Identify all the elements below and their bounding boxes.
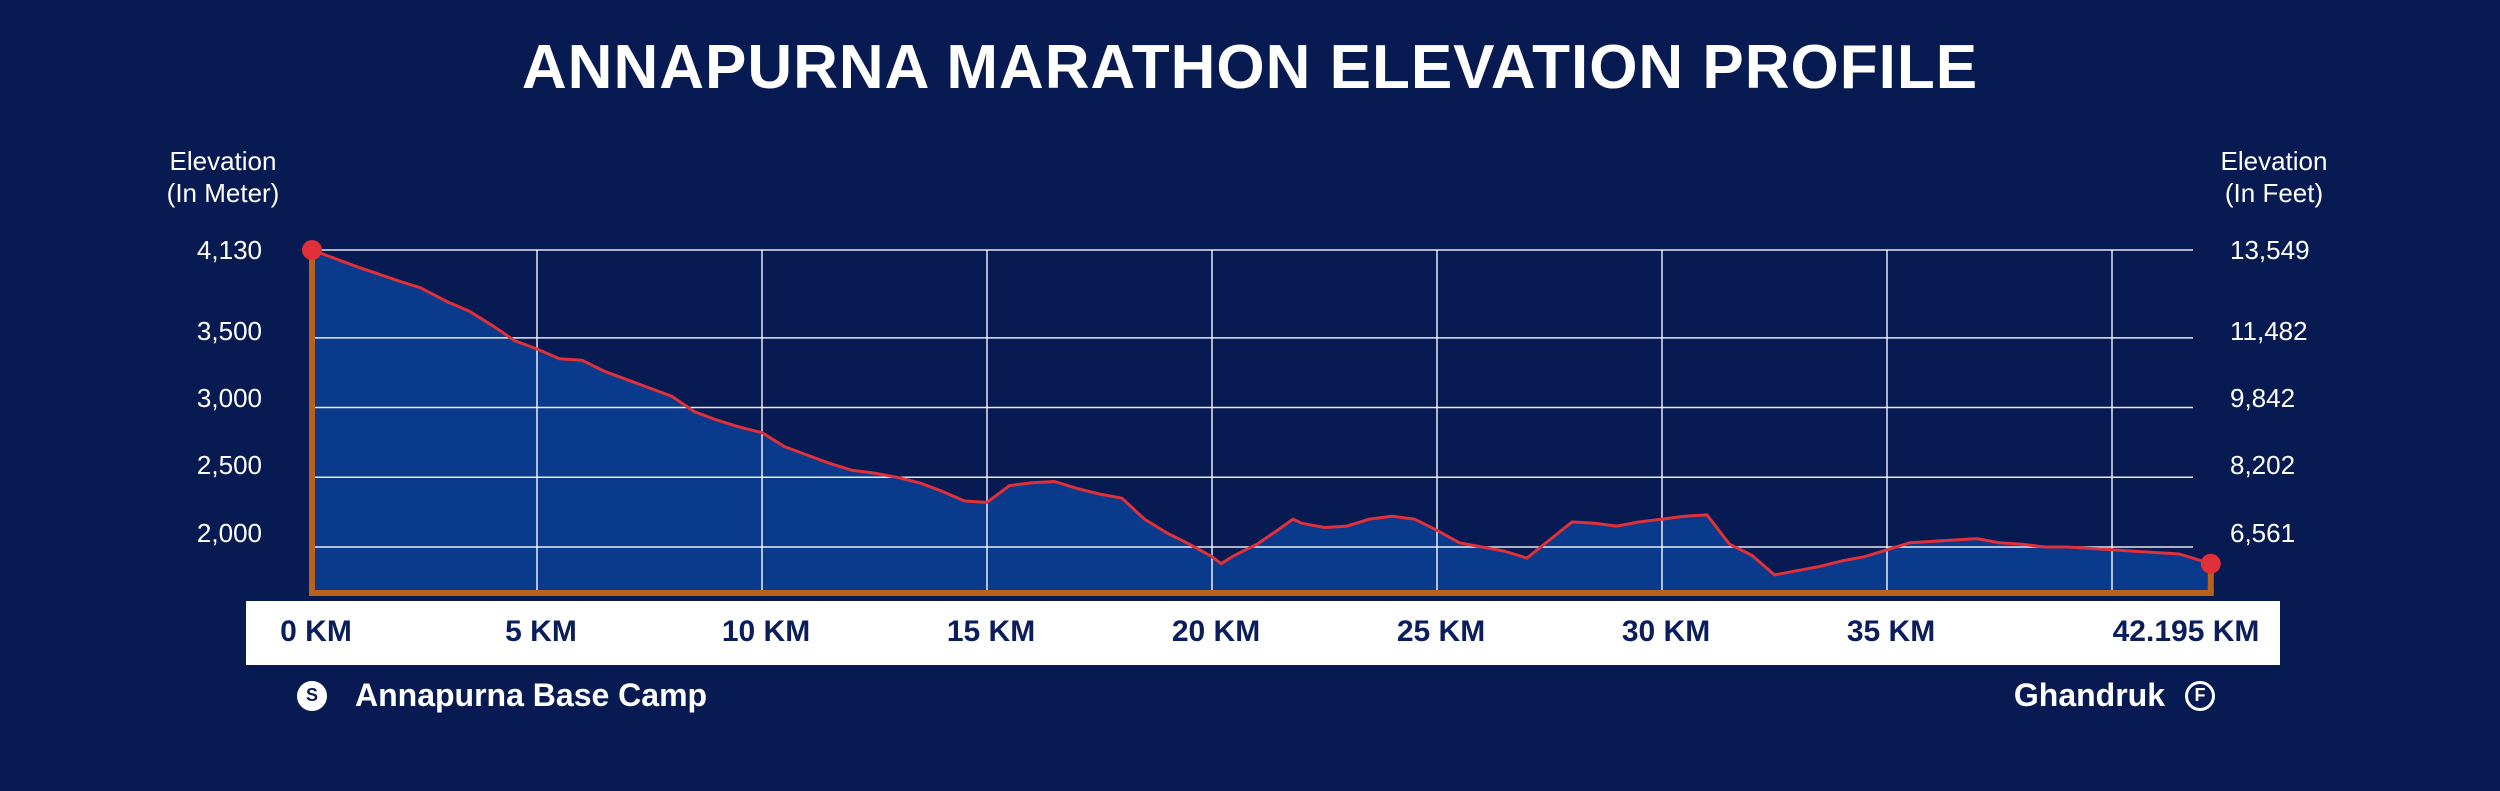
finish-point: Ghandruk F <box>2014 677 2215 714</box>
distance-axis-bar <box>246 601 2280 665</box>
left-tick-label: 4,130 <box>196 235 262 265</box>
x-tick-label: 0 KM <box>280 615 352 648</box>
left-axis-title-line2: (In Meter) <box>166 178 280 208</box>
right-axis-title: Elevation (In Feet) <box>2174 145 2374 209</box>
finish-point-name: Ghandruk <box>2013 677 2165 713</box>
elevation-area <box>312 250 2211 593</box>
start-marker <box>302 240 322 260</box>
right-tick-label: 9,842 <box>2230 383 2296 413</box>
x-tick-label: 35 KM <box>1846 615 1936 648</box>
left-axis-title: Elevation (In Meter) <box>123 145 323 209</box>
left-tick-label: 3,500 <box>196 316 262 346</box>
start-badge-icon: S <box>297 680 327 711</box>
right-axis-title-line2: (In Feet) <box>2224 178 2324 208</box>
right-tick-label: 8,202 <box>2230 450 2296 480</box>
left-axis-title-line1: Elevation <box>169 146 277 176</box>
x-tick-label: 10 KM <box>721 615 811 648</box>
right-tick-label: 6,561 <box>2230 518 2296 548</box>
elevation-line <box>311 248 2212 577</box>
finish-badge-icon: F <box>2185 680 2215 711</box>
finish-marker <box>2200 553 2221 574</box>
right-tick-label: 11,482 <box>2230 316 2308 346</box>
x-tick-label: 25 KM <box>1396 615 1486 648</box>
x-tick-label: 20 KM <box>1171 615 1261 648</box>
left-tick-label: 3,000 <box>196 383 262 413</box>
left-tick-label: 2,000 <box>196 518 262 548</box>
right-axis-title-line1: Elevation <box>2220 146 2328 176</box>
x-tick-label: 30 KM <box>1621 615 1711 648</box>
start-point-name: Annapurna Base Camp <box>355 677 708 713</box>
x-tick-label: 5 KM <box>505 615 577 648</box>
x-tick-label: 42.195 KM <box>2112 615 2260 648</box>
start-point: S Annapurna Base Camp <box>297 677 707 714</box>
right-tick-label: 13,549 <box>2230 235 2310 265</box>
left-tick-label: 2,500 <box>196 450 262 480</box>
x-tick-label: 15 KM <box>946 615 1036 648</box>
chart-title: ANNAPURNA MARATHON ELEVATION PROFILE <box>521 33 1979 102</box>
